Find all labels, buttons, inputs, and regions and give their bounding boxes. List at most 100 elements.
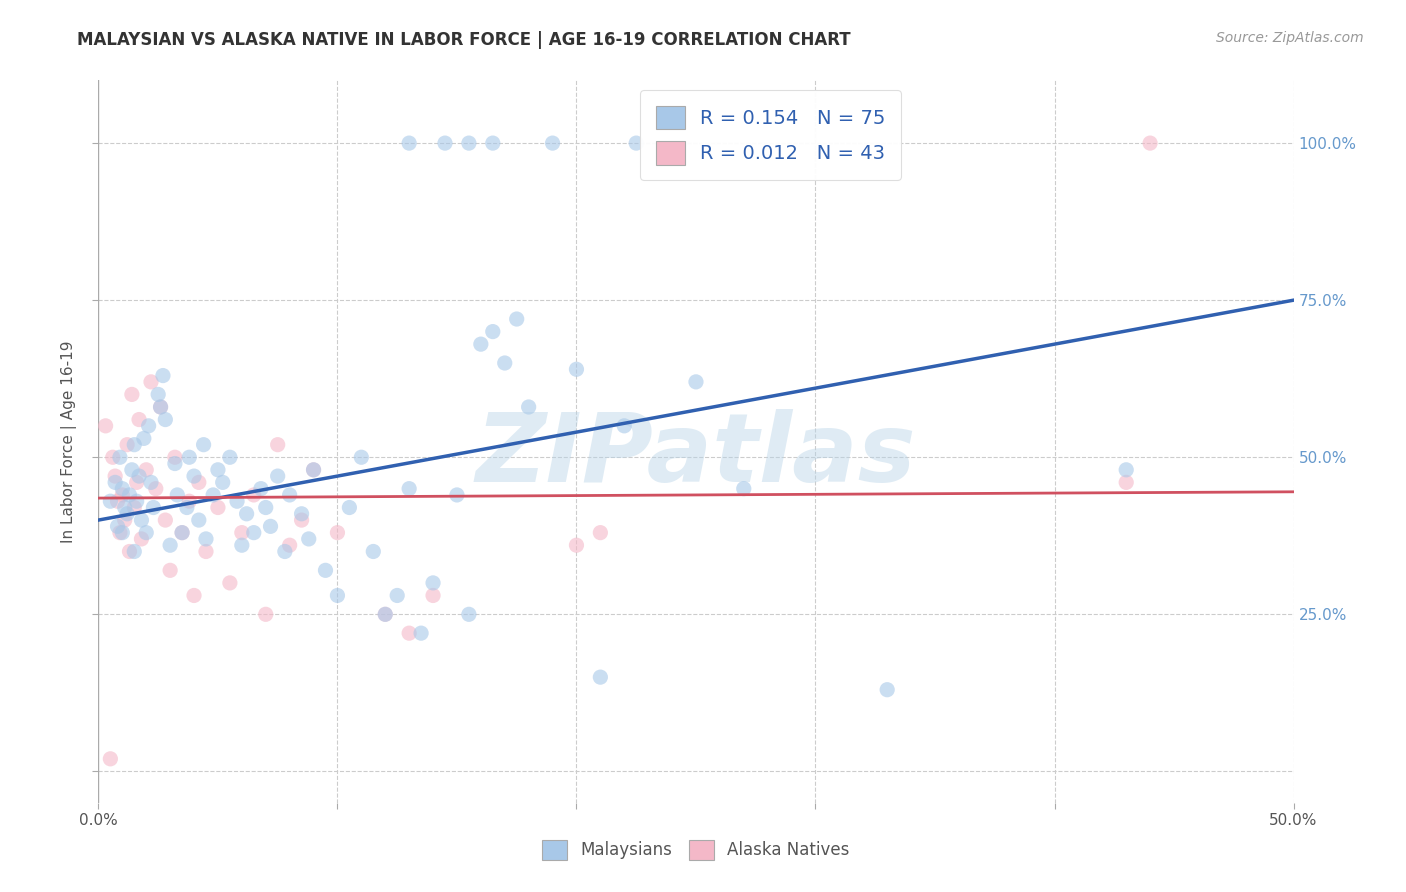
- Malaysians: [148, 387, 170, 401]
- Alaska Natives: [374, 607, 396, 622]
- Alaska Natives: [111, 488, 134, 502]
- Malaysians: [125, 494, 148, 508]
- Alaska Natives: [179, 494, 201, 508]
- Legend: Malaysians, Alaska Natives: Malaysians, Alaska Natives: [536, 833, 856, 867]
- Malaysians: [131, 513, 153, 527]
- Malaysians: [506, 312, 529, 326]
- Malaysians: [159, 538, 181, 552]
- Malaysians: [565, 362, 588, 376]
- Malaysians: [226, 494, 249, 508]
- Alaska Natives: [1139, 136, 1161, 150]
- Malaysians: [876, 682, 898, 697]
- Malaysians: [259, 519, 281, 533]
- Alaska Natives: [1115, 475, 1137, 490]
- Alaska Natives: [125, 475, 148, 490]
- Malaysians: [166, 488, 188, 502]
- Malaysians: [733, 482, 755, 496]
- Malaysians: [541, 136, 564, 150]
- Alaska Natives: [172, 525, 194, 540]
- Malaysians: [219, 450, 242, 465]
- Malaysians: [128, 469, 150, 483]
- Alaska Natives: [107, 494, 129, 508]
- Alaska Natives: [219, 575, 242, 590]
- Alaska Natives: [163, 450, 186, 465]
- Malaysians: [202, 488, 225, 502]
- Alaska Natives: [128, 412, 150, 426]
- Malaysians: [398, 136, 420, 150]
- Alaska Natives: [101, 450, 124, 465]
- Y-axis label: In Labor Force | Age 16-19: In Labor Force | Age 16-19: [60, 340, 77, 543]
- Malaysians: [132, 431, 155, 445]
- Alaska Natives: [124, 500, 146, 515]
- Malaysians: [458, 136, 481, 150]
- Malaysians: [172, 525, 194, 540]
- Malaysians: [118, 488, 141, 502]
- Malaysians: [152, 368, 174, 383]
- Malaysians: [104, 475, 127, 490]
- Alaska Natives: [159, 563, 181, 577]
- Malaysians: [195, 532, 218, 546]
- Malaysians: [298, 532, 321, 546]
- Alaska Natives: [115, 438, 138, 452]
- Alaska Natives: [145, 482, 167, 496]
- Malaysians: [98, 494, 122, 508]
- Alaska Natives: [121, 387, 143, 401]
- Alaska Natives: [267, 438, 290, 452]
- Malaysians: [163, 457, 186, 471]
- Malaysians: [291, 507, 314, 521]
- Alaska Natives: [149, 400, 172, 414]
- Malaysians: [278, 488, 301, 502]
- Malaysians: [179, 450, 201, 465]
- Alaska Natives: [589, 525, 612, 540]
- Malaysians: [183, 469, 205, 483]
- Malaysians: [339, 500, 361, 515]
- Alaska Natives: [98, 752, 122, 766]
- Malaysians: [267, 469, 290, 483]
- Alaska Natives: [114, 513, 136, 527]
- Malaysians: [254, 500, 277, 515]
- Malaysians: [115, 507, 138, 521]
- Alaska Natives: [565, 538, 588, 552]
- Malaysians: [187, 513, 209, 527]
- Malaysians: [231, 538, 253, 552]
- Malaysians: [481, 325, 505, 339]
- Malaysians: [315, 563, 337, 577]
- Malaysians: [517, 400, 540, 414]
- Malaysians: [302, 463, 325, 477]
- Malaysians: [155, 412, 177, 426]
- Malaysians: [111, 525, 134, 540]
- Malaysians: [350, 450, 373, 465]
- Malaysians: [374, 607, 396, 622]
- Malaysians: [626, 136, 648, 150]
- Malaysians: [149, 400, 172, 414]
- Alaska Natives: [187, 475, 209, 490]
- Malaysians: [1115, 463, 1137, 477]
- Malaysians: [470, 337, 492, 351]
- Alaska Natives: [398, 626, 420, 640]
- Text: MALAYSIAN VS ALASKA NATIVE IN LABOR FORCE | AGE 16-19 CORRELATION CHART: MALAYSIAN VS ALASKA NATIVE IN LABOR FORC…: [77, 31, 851, 49]
- Malaysians: [207, 463, 229, 477]
- Malaysians: [494, 356, 516, 370]
- Alaska Natives: [207, 500, 229, 515]
- Malaysians: [613, 418, 636, 433]
- Alaska Natives: [183, 589, 205, 603]
- Malaysians: [124, 544, 146, 558]
- Malaysians: [398, 482, 420, 496]
- Malaysians: [114, 500, 136, 515]
- Malaysians: [385, 589, 409, 603]
- Malaysians: [422, 575, 444, 590]
- Alaska Natives: [254, 607, 277, 622]
- Malaysians: [124, 438, 146, 452]
- Malaysians: [589, 670, 612, 684]
- Malaysians: [434, 136, 457, 150]
- Malaysians: [211, 475, 233, 490]
- Malaysians: [243, 525, 266, 540]
- Malaysians: [111, 482, 134, 496]
- Alaska Natives: [104, 469, 127, 483]
- Alaska Natives: [131, 532, 153, 546]
- Malaysians: [458, 607, 481, 622]
- Alaska Natives: [94, 418, 117, 433]
- Alaska Natives: [243, 488, 266, 502]
- Alaska Natives: [195, 544, 218, 558]
- Malaysians: [446, 488, 468, 502]
